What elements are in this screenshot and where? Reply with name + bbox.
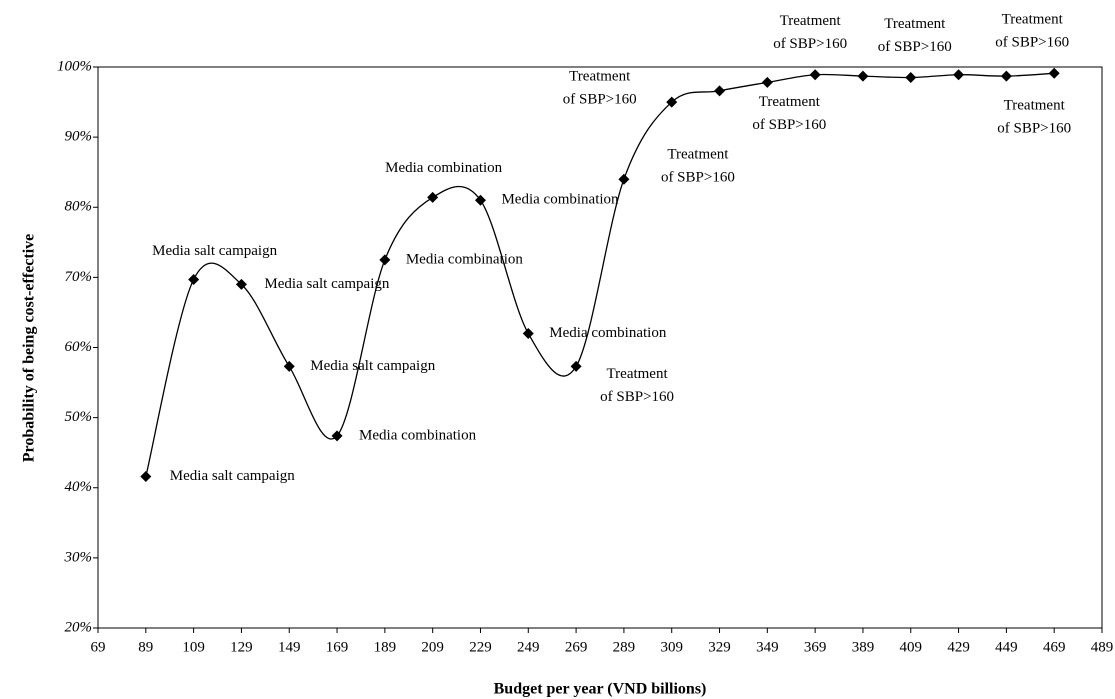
marker — [714, 85, 726, 97]
y-tick-label: 70% — [65, 269, 93, 285]
y-tick-label: 80% — [65, 199, 93, 215]
x-tick-label: 489 — [1091, 639, 1114, 655]
annotation: of SBP>160 — [878, 39, 952, 55]
marker — [1000, 70, 1012, 82]
marker — [427, 191, 439, 203]
x-tick-label: 249 — [517, 639, 540, 655]
marker — [474, 194, 486, 206]
x-tick-label: 449 — [995, 639, 1018, 655]
marker — [235, 278, 247, 290]
x-tick-label: 389 — [852, 639, 875, 655]
marker — [761, 76, 773, 88]
annotation: Treatment — [884, 16, 946, 32]
marker — [140, 471, 152, 483]
x-tick-label: 309 — [660, 639, 683, 655]
annotation: Treatment — [1002, 12, 1064, 28]
x-tick-label: 189 — [374, 639, 397, 655]
marker — [379, 254, 391, 266]
x-tick-label: 289 — [613, 639, 636, 655]
y-axis-title: Probability of being cost-effective — [21, 234, 38, 463]
marker — [666, 96, 678, 108]
annotation: of SBP>160 — [997, 121, 1071, 137]
annotation: Treatment — [759, 94, 821, 110]
annotation: of SBP>160 — [661, 170, 735, 186]
annotation: Media salt campaign — [310, 358, 435, 374]
x-tick-label: 229 — [469, 639, 492, 655]
y-tick-label: 90% — [65, 129, 93, 145]
x-tick-label: 209 — [421, 639, 444, 655]
y-tick-label: 100% — [57, 58, 92, 74]
y-tick-label: 30% — [64, 549, 93, 565]
marker — [188, 273, 200, 285]
annotation: Treatment — [667, 147, 729, 163]
annotation: of SBP>160 — [773, 36, 847, 52]
annotation: Treatment — [607, 366, 669, 382]
annotation: Media combination — [549, 325, 667, 341]
x-tick-label: 169 — [326, 639, 349, 655]
annotation: Media salt campaign — [170, 468, 295, 484]
marker — [905, 72, 917, 84]
annotation: of SBP>160 — [995, 35, 1069, 51]
x-tick-label: 89 — [138, 639, 153, 655]
marker — [857, 70, 869, 82]
annotation: Media combination — [501, 192, 619, 208]
x-tick-label: 149 — [278, 639, 301, 655]
marker — [618, 173, 630, 185]
annotation: Media salt campaign — [152, 243, 277, 259]
x-tick-label: 69 — [91, 639, 106, 655]
line — [145, 72, 1055, 477]
y-tick-label: 20% — [65, 619, 93, 635]
x-tick-label: 269 — [565, 639, 588, 655]
annotation: Treatment — [569, 69, 631, 85]
marker — [1048, 67, 1060, 79]
x-tick-label: 329 — [708, 639, 731, 655]
annotation: Media salt campaign — [264, 276, 389, 292]
annotation: of SBP>160 — [600, 389, 674, 405]
x-tick-label: 349 — [756, 639, 779, 655]
x-tick-label: 469 — [1043, 639, 1066, 655]
y-tick-label: 40% — [65, 479, 93, 495]
marker — [283, 360, 295, 372]
x-tick-label: 109 — [182, 639, 205, 655]
x-tick-label: 429 — [947, 639, 970, 655]
x-axis-title: Budget per year (VND billions) — [494, 681, 707, 698]
annotation: of SBP>160 — [752, 117, 826, 133]
x-tick-label: 129 — [230, 639, 253, 655]
annotation: Media combination — [385, 160, 503, 176]
marker — [809, 69, 821, 81]
marker — [522, 327, 534, 339]
y-tick-label: 60% — [65, 339, 93, 355]
annotation: Media combination — [406, 251, 524, 267]
x-tick-label: 369 — [804, 639, 827, 655]
annotation: Media combination — [359, 427, 477, 443]
annotation: of SBP>160 — [563, 92, 637, 108]
marker — [953, 69, 965, 81]
y-tick-label: 50% — [65, 409, 93, 425]
annotation: Treatment — [1004, 98, 1066, 114]
marker — [570, 360, 582, 372]
marker — [331, 430, 343, 442]
annotation: Treatment — [780, 13, 842, 29]
plot-frame — [97, 66, 1103, 629]
x-tick-label: 409 — [900, 639, 923, 655]
